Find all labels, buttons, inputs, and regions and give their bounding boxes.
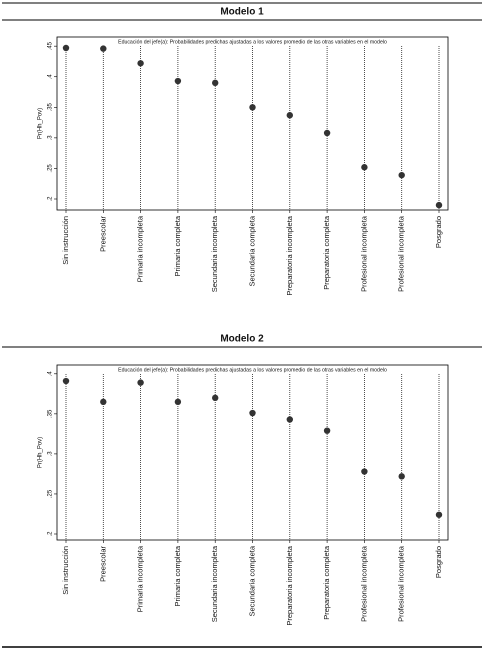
point — [361, 468, 368, 475]
point — [435, 201, 443, 209]
point — [323, 427, 331, 434]
x-tick-label: Primaria completa — [173, 215, 182, 276]
y-tick-label: .2 — [48, 531, 54, 537]
chart-subtitle: Educación del jefe(a): Probabilidades pr… — [118, 367, 387, 373]
point — [249, 409, 256, 417]
x-tick-label: Preescolar — [98, 216, 107, 252]
point — [62, 44, 70, 52]
point — [212, 79, 219, 87]
chart-subtitle: Educación del jefe(a): Probabilidades pr… — [118, 39, 387, 45]
point — [137, 60, 144, 67]
x-tick-label: Secundaria incompleta — [210, 215, 219, 292]
x-tick-label: Profesional incompleta — [397, 545, 406, 622]
y-axis-label: Pr(Hh_Pov) — [38, 437, 44, 468]
point — [100, 398, 107, 406]
point — [398, 171, 405, 179]
x-tick-label: Secundaria incompleta — [210, 545, 219, 622]
point — [286, 416, 293, 423]
y-tick-label: .25 — [48, 164, 54, 173]
x-tick-label: Primaria completa — [173, 545, 182, 606]
x-tick-label: Preparatoria completa — [322, 545, 331, 620]
point — [249, 104, 256, 111]
x-tick-label: Preparatoria incompleta — [285, 215, 294, 295]
y-tick-label: .4 — [48, 371, 54, 377]
point — [174, 77, 182, 85]
y-tick-label: .2 — [48, 196, 54, 202]
x-tick-label: Posgrado — [434, 546, 443, 578]
x-tick-label: Profesional incompleta — [397, 215, 406, 292]
y-tick-label: .3 — [48, 135, 54, 141]
chart-title: Modelo 2 — [220, 334, 264, 345]
x-tick-label: Preparatoria completa — [322, 215, 331, 290]
point — [212, 394, 219, 402]
y-tick-label: .3 — [48, 451, 54, 457]
chart-title: Modelo 1 — [220, 7, 264, 18]
point — [323, 129, 331, 137]
point — [137, 379, 144, 386]
x-tick-label: Profesional incompleta — [359, 215, 368, 292]
point — [62, 377, 70, 385]
point — [398, 473, 405, 480]
point — [100, 45, 107, 52]
x-tick-label: Posgrado — [434, 216, 443, 248]
y-tick-label: .35 — [48, 102, 54, 111]
y-axis-label: Pr(Hh_Pov) — [38, 108, 44, 139]
x-tick-label: Primaria incompleta — [136, 545, 145, 612]
y-tick-label: .25 — [48, 489, 54, 498]
x-tick-label: Primaria incompleta — [136, 215, 145, 282]
point — [286, 112, 293, 119]
point — [174, 398, 182, 406]
x-tick-label: Preparatoria incompleta — [285, 545, 294, 625]
x-tick-label: Secundaria completa — [247, 545, 256, 616]
x-tick-label: Secundaria completa — [247, 215, 256, 286]
y-tick-label: .4 — [48, 74, 54, 80]
point — [435, 511, 443, 518]
x-tick-label: Sin instrucción — [61, 546, 70, 595]
x-tick-label: Sin instrucción — [61, 216, 70, 265]
point — [361, 164, 368, 171]
y-tick-label: .45 — [48, 41, 54, 50]
x-tick-label: Preescolar — [98, 546, 107, 582]
x-tick-label: Profesional incompleta — [359, 545, 368, 622]
y-tick-label: .35 — [48, 409, 54, 418]
